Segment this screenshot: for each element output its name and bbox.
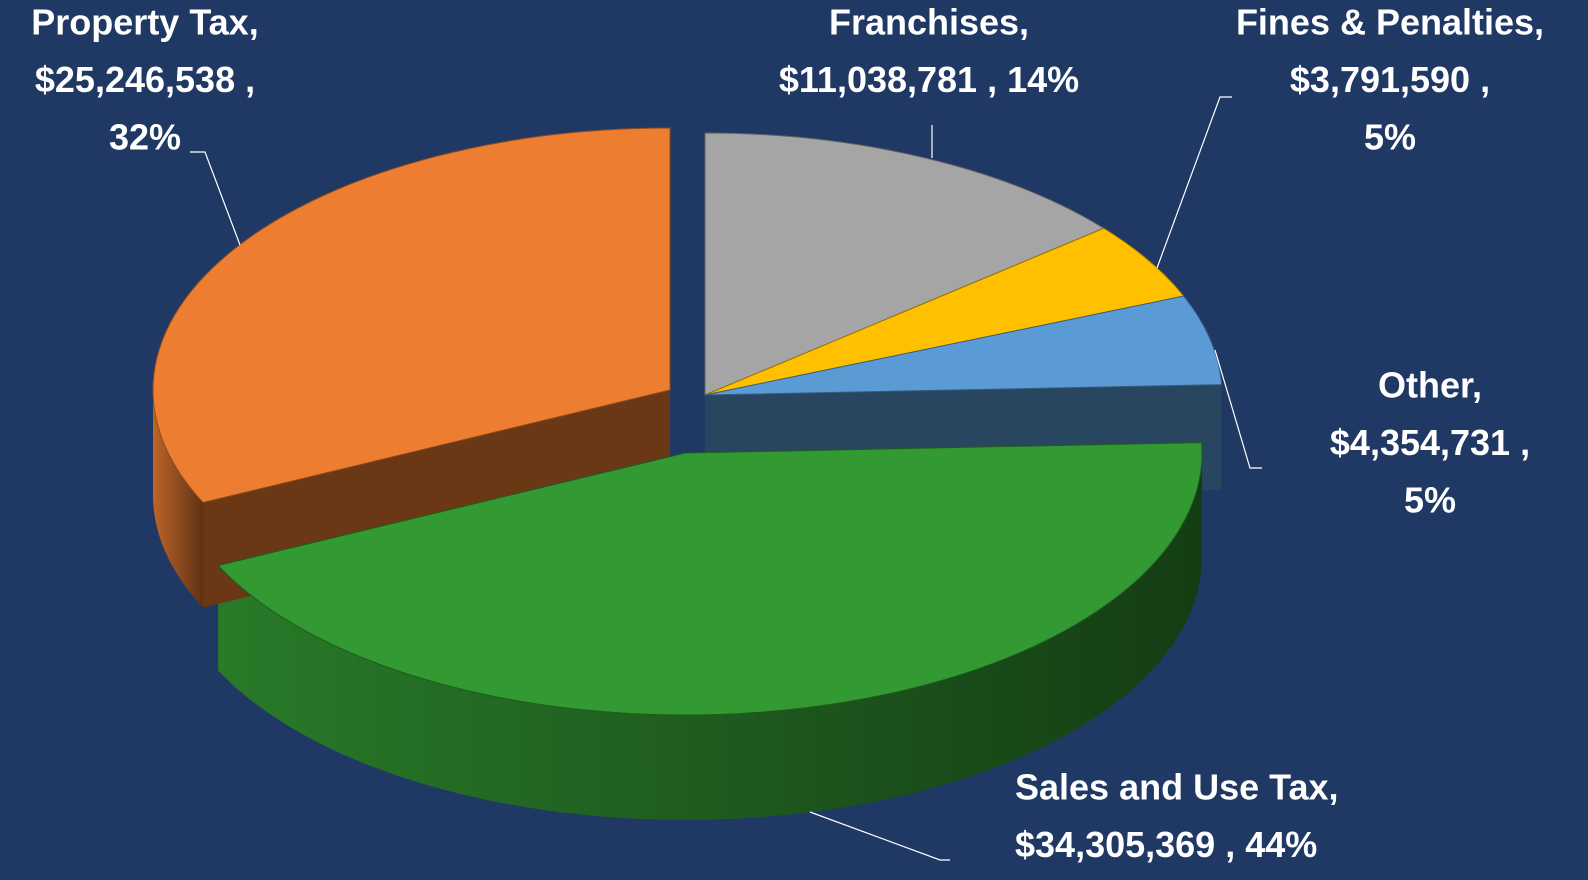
data-label: $25,246,538 , [35,59,255,100]
data-label: Other, [1378,365,1482,406]
data-label: $11,038,781 , 14% [779,59,1079,100]
data-label: Franchises, [829,2,1029,43]
data-label: Sales and Use Tax, [1015,767,1339,808]
leader-line [1214,349,1262,469]
data-label: $34,305,369 , 44% [1015,824,1317,865]
leader-line [190,151,241,246]
slice [704,227,1185,396]
slice-side [153,390,204,608]
leader-line [809,811,950,861]
data-label: Property Tax, [31,2,258,43]
data-label: $4,354,731 , [1330,422,1530,463]
leader-line [1156,96,1232,269]
data-label: 32% [109,117,181,158]
data-label: 5% [1364,117,1416,158]
data-label: Fines & Penalties, [1236,2,1544,43]
slice [152,127,671,504]
slice [704,132,1105,396]
labels: Franchises, $11,038,781 , 14% Fines & Pena… [31,2,1544,866]
slice [704,295,1223,396]
data-label: 5% [1404,480,1456,521]
data-label: $3,791,590 , [1290,59,1490,100]
slice-side [218,453,1202,820]
slice [217,442,1203,716]
tops [152,127,1223,716]
